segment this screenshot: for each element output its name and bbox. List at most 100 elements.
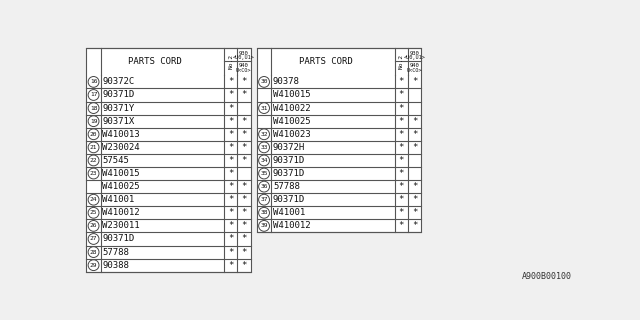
Text: *: * <box>241 143 246 152</box>
Text: 940: 940 <box>410 63 419 68</box>
Text: 37: 37 <box>260 197 268 202</box>
Text: *: * <box>412 130 417 139</box>
Text: *: * <box>228 130 234 139</box>
Text: W410015: W410015 <box>102 169 140 178</box>
Text: 38: 38 <box>260 210 268 215</box>
Text: 90371Y: 90371Y <box>102 104 135 113</box>
Text: 57788: 57788 <box>102 248 129 257</box>
Text: *: * <box>399 143 404 152</box>
Text: 90371D: 90371D <box>102 235 135 244</box>
Text: 90388: 90388 <box>102 261 129 270</box>
Text: W230011: W230011 <box>102 221 140 230</box>
Text: 24: 24 <box>90 197 97 202</box>
Text: *: * <box>241 182 246 191</box>
Text: PARTS CORD: PARTS CORD <box>128 57 182 66</box>
Text: W41001: W41001 <box>273 208 305 217</box>
Text: W410025: W410025 <box>102 182 140 191</box>
Text: W410012: W410012 <box>273 221 310 230</box>
Text: *: * <box>412 182 417 191</box>
Text: W410022: W410022 <box>273 104 310 113</box>
Text: *: * <box>399 117 404 126</box>
Text: *: * <box>228 143 234 152</box>
Text: W410025: W410025 <box>273 117 310 126</box>
Text: *: * <box>399 156 404 165</box>
Text: *: * <box>228 156 234 165</box>
Text: 930: 930 <box>410 51 419 56</box>
Text: 34: 34 <box>260 158 268 163</box>
Text: U<CO>: U<CO> <box>236 68 252 73</box>
Bar <box>257 48 421 232</box>
Text: *: * <box>241 156 246 165</box>
Text: *: * <box>228 208 234 217</box>
Text: 27: 27 <box>90 236 97 242</box>
Text: <U0,U1>: <U0,U1> <box>403 55 426 60</box>
Text: *: * <box>241 221 246 230</box>
Text: 90372C: 90372C <box>102 77 135 86</box>
Text: *: * <box>399 130 404 139</box>
Text: PARTS CORD: PARTS CORD <box>299 57 353 66</box>
Text: 940: 940 <box>239 63 249 68</box>
Text: 39: 39 <box>260 223 268 228</box>
Text: *: * <box>399 208 404 217</box>
Text: 30: 30 <box>260 79 268 84</box>
Text: *: * <box>399 195 404 204</box>
Text: W410012: W410012 <box>102 208 140 217</box>
Text: 25: 25 <box>90 210 97 215</box>
Text: 18: 18 <box>90 106 97 111</box>
Text: W230024: W230024 <box>102 143 140 152</box>
Text: *: * <box>399 104 404 113</box>
Text: 32: 32 <box>260 132 268 137</box>
Text: *: * <box>241 235 246 244</box>
Text: *: * <box>399 77 404 86</box>
Text: W410013: W410013 <box>102 130 140 139</box>
Text: 90378: 90378 <box>273 77 300 86</box>
Text: *: * <box>228 235 234 244</box>
Text: *: * <box>228 261 234 270</box>
Text: 90371D: 90371D <box>273 156 305 165</box>
Text: *: * <box>412 117 417 126</box>
Text: 19: 19 <box>90 119 97 124</box>
Text: *: * <box>241 91 246 100</box>
Text: 36: 36 <box>260 184 268 189</box>
Text: 23: 23 <box>90 171 97 176</box>
Text: 31: 31 <box>260 106 268 111</box>
Text: *: * <box>412 195 417 204</box>
Text: W410023: W410023 <box>273 130 310 139</box>
Text: 90371D: 90371D <box>273 195 305 204</box>
Text: 29: 29 <box>90 263 97 268</box>
Text: 22: 22 <box>90 158 97 163</box>
Text: 28: 28 <box>90 250 97 255</box>
Text: A900B00100: A900B00100 <box>522 272 572 281</box>
Bar <box>86 48 250 272</box>
Text: 90371D: 90371D <box>273 169 305 178</box>
Text: 90371X: 90371X <box>102 117 135 126</box>
Text: *: * <box>241 261 246 270</box>
Text: 35: 35 <box>260 171 268 176</box>
Text: 21: 21 <box>90 145 97 150</box>
Text: No.2: No.2 <box>228 54 233 69</box>
Text: *: * <box>399 221 404 230</box>
Text: *: * <box>241 77 246 86</box>
Text: *: * <box>241 117 246 126</box>
Text: *: * <box>412 221 417 230</box>
Text: *: * <box>228 248 234 257</box>
Text: *: * <box>228 221 234 230</box>
Text: *: * <box>228 77 234 86</box>
Text: *: * <box>399 91 404 100</box>
Text: *: * <box>241 208 246 217</box>
Text: 16: 16 <box>90 79 97 84</box>
Text: *: * <box>228 195 234 204</box>
Text: *: * <box>399 182 404 191</box>
Text: 26: 26 <box>90 223 97 228</box>
Text: 930: 930 <box>239 51 249 56</box>
Text: *: * <box>399 169 404 178</box>
Text: *: * <box>228 117 234 126</box>
Text: *: * <box>228 104 234 113</box>
Text: 33: 33 <box>260 145 268 150</box>
Text: *: * <box>412 77 417 86</box>
Text: 20: 20 <box>90 132 97 137</box>
Text: W410015: W410015 <box>273 91 310 100</box>
Text: *: * <box>228 91 234 100</box>
Text: *: * <box>241 248 246 257</box>
Text: W41001: W41001 <box>102 195 135 204</box>
